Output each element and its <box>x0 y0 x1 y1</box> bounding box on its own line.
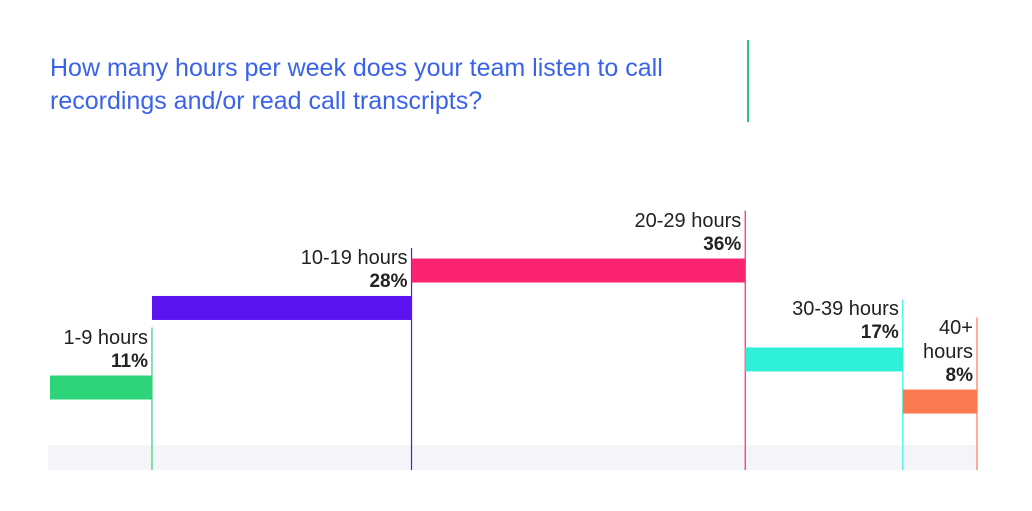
bar <box>745 347 903 372</box>
value-label: 28% <box>369 270 408 292</box>
value-label: 11% <box>110 350 148 372</box>
chart-title: How many hours per week does your team l… <box>50 54 663 115</box>
base-band <box>48 445 977 470</box>
bar-label: 10-19 hours 28% <box>152 246 408 294</box>
category-label: 20-29 hours <box>634 209 742 232</box>
category-label: 40+ hours <box>922 316 973 363</box>
bar-label: 1-9 hours 11% <box>50 326 148 374</box>
category-label: 10-19 hours <box>300 246 408 269</box>
bar <box>50 375 152 400</box>
value-label: 8% <box>945 364 973 386</box>
category-label: 1-9 hours <box>63 326 148 349</box>
value-label: 36% <box>703 233 742 255</box>
category-label: 30-39 hours <box>792 298 899 321</box>
bar <box>411 258 746 283</box>
bar <box>902 389 977 414</box>
bar <box>151 295 412 320</box>
bar-label: 20-29 hours 36% <box>412 209 742 257</box>
value-label: 17% <box>860 322 899 344</box>
bar-label: 40+ hours 8% <box>903 316 973 388</box>
bar-label: 30-39 hours 17% <box>745 297 899 345</box>
